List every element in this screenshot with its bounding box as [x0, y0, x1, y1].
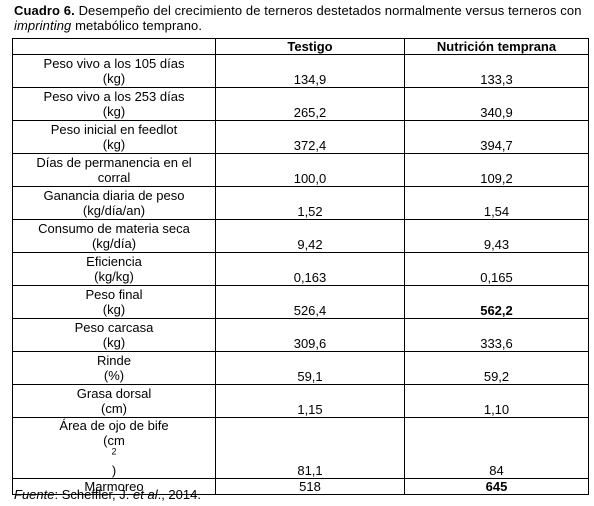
table-row: Ganancia diaria de peso (kg/día/an) 1,52 …: [12, 186, 589, 220]
cell-nutricion: 645: [404, 478, 589, 495]
table-row: Eficiencia (kg/kg) 0,163 0,165: [12, 252, 589, 286]
header-blank: [12, 38, 216, 55]
row-label: Ganancia diaria de peso (kg/día/an): [12, 186, 216, 220]
header-nutricion: Nutrición temprana: [404, 38, 589, 55]
row-label-line2: (kg/día): [91, 236, 137, 251]
cell-nutricion: 109,2: [404, 153, 589, 187]
row-label-line1: Peso vivo a los 105 días: [43, 56, 185, 71]
cell-testigo: 59,1: [215, 351, 405, 385]
cell-testigo: 309,6: [215, 318, 405, 352]
row-label-line2: (kg/día/an): [82, 203, 146, 218]
table-row: Días de permanencia en el corral 100,0 10…: [12, 153, 589, 187]
table-row: Consumo de materia seca (kg/día) 9,42 9,4…: [12, 219, 589, 253]
table-row: Área de ojo de bife (cm 2) 81,1 84: [12, 417, 589, 479]
table-row: Marmoreo 518 645: [12, 478, 589, 495]
row-label: Grasa dorsal (cm): [12, 384, 216, 418]
cell-nutricion: 340,9: [404, 87, 589, 121]
cell-nutricion: 133,3: [404, 54, 589, 88]
table-row: Peso vivo a los 105 días (kg) 134,9 133,3: [12, 54, 589, 88]
header-testigo: Testigo: [215, 38, 405, 55]
row-label: Peso carcasa (kg): [12, 318, 216, 352]
source-text-a: : Scheffler, J.: [54, 487, 134, 502]
table-row: Grasa dorsal (cm) 1,15 1,10: [12, 384, 589, 418]
row-label-line1: Peso carcasa: [74, 320, 154, 335]
cell-testigo: 1,15: [215, 384, 405, 418]
source-text-b: ., 2014.: [157, 487, 201, 502]
table-row: Peso inicial en feedlot (kg) 372,4 394,7: [12, 120, 589, 154]
row-label-line1: Área de ojo de bife: [59, 418, 169, 433]
row-label-line2: corral: [97, 170, 131, 185]
row-label-line1: Días de permanencia en el: [36, 155, 192, 170]
row-label: Marmoreo: [12, 478, 216, 495]
cell-testigo: 0,163: [215, 252, 405, 286]
row-label: Rinde (%): [12, 351, 216, 385]
row-label-line1: Eficiencia: [86, 254, 142, 269]
row-label-line2: (cm): [101, 401, 127, 416]
cell-testigo: 100,0: [215, 153, 405, 187]
caption-text-a: Desempeño del crecimiento de terneros de…: [74, 3, 582, 18]
cell-testigo: 372,4: [215, 120, 405, 154]
row-label: Consumo de materia seca (kg/día): [12, 219, 216, 253]
cell-testigo: 1,52: [215, 186, 405, 220]
data-table: Testigo Nutrición temprana Peso vivo a l…: [12, 38, 589, 495]
row-label: Peso vivo a los 105 días (kg): [12, 54, 216, 88]
row-label-line1: Peso inicial en feedlot: [50, 122, 178, 137]
row-label: Peso inicial en feedlot (kg): [12, 120, 216, 154]
table-caption: Cuadro 6. Desempeño del crecimiento de t…: [14, 3, 584, 33]
caption-label: Cuadro 6.: [14, 3, 75, 18]
row-label: Área de ojo de bife (cm 2): [12, 417, 216, 479]
cell-nutricion: 1,54: [404, 186, 589, 220]
row-label: Peso vivo a los 253 días (kg): [12, 87, 216, 121]
cell-testigo: 81,1: [215, 417, 405, 479]
row-label-line1: Rinde: [97, 353, 131, 368]
cell-nutricion: 59,2: [404, 351, 589, 385]
cell-nutricion: 9,43: [404, 219, 589, 253]
table-row: Rinde (%) 59,1 59,2: [12, 351, 589, 385]
row-label-line2: (%): [103, 368, 125, 383]
row-label-line2: (kg/kg): [94, 269, 134, 284]
row-label-line2: (kg): [102, 335, 126, 350]
cell-nutricion: 0,165: [404, 252, 589, 286]
row-label: Peso final (kg): [12, 285, 216, 319]
unit-superscript: 2: [111, 446, 117, 457]
table-row: Peso vivo a los 253 días (kg) 265,2 340,9: [12, 87, 589, 121]
row-label-line2: (cm 2): [13, 433, 215, 478]
cell-testigo: 9,42: [215, 219, 405, 253]
source-italic: et al: [133, 487, 158, 502]
table-row: Peso carcasa (kg) 309,6 333,6: [12, 318, 589, 352]
row-label-line2: (kg): [102, 302, 126, 317]
cell-nutricion: 333,6: [404, 318, 589, 352]
row-label-line1: Ganancia diaria de peso: [43, 188, 185, 203]
row-label-line2: (kg): [102, 104, 126, 119]
source-note: Fuente: Scheffler, J. et al., 2014.: [14, 487, 201, 502]
row-label: Eficiencia (kg/kg): [12, 252, 216, 286]
cell-testigo: 518: [215, 478, 405, 495]
cell-nutricion: 1,10: [404, 384, 589, 418]
cell-testigo: 265,2: [215, 87, 405, 121]
unit-post: ): [111, 463, 117, 478]
cell-nutricion: 394,7: [404, 120, 589, 154]
row-label-line1: Peso final: [85, 287, 143, 302]
source-label: Fuente: [14, 487, 55, 502]
cell-testigo: 526,4: [215, 285, 405, 319]
cell-nutricion: 84: [404, 417, 589, 479]
row-label-line2: (kg): [102, 71, 126, 86]
header-row: Testigo Nutrición temprana: [12, 38, 589, 55]
caption-italic-word: imprinting: [14, 17, 72, 33]
cell-testigo: 134,9: [215, 54, 405, 88]
row-label-line1: Peso vivo a los 253 días: [43, 89, 185, 104]
unit-pre: (cm: [103, 433, 125, 448]
row-label: Días de permanencia en el corral: [12, 153, 216, 187]
row-label-line1: Grasa dorsal: [76, 386, 152, 401]
row-label-line2: (kg): [102, 137, 126, 152]
caption-text-b: metabólico temprano.: [71, 17, 203, 33]
cell-nutricion: 562,2: [404, 285, 589, 319]
table-row: Peso final (kg) 526,4 562,2: [12, 285, 589, 319]
row-label-line1: Consumo de materia seca: [38, 221, 190, 236]
